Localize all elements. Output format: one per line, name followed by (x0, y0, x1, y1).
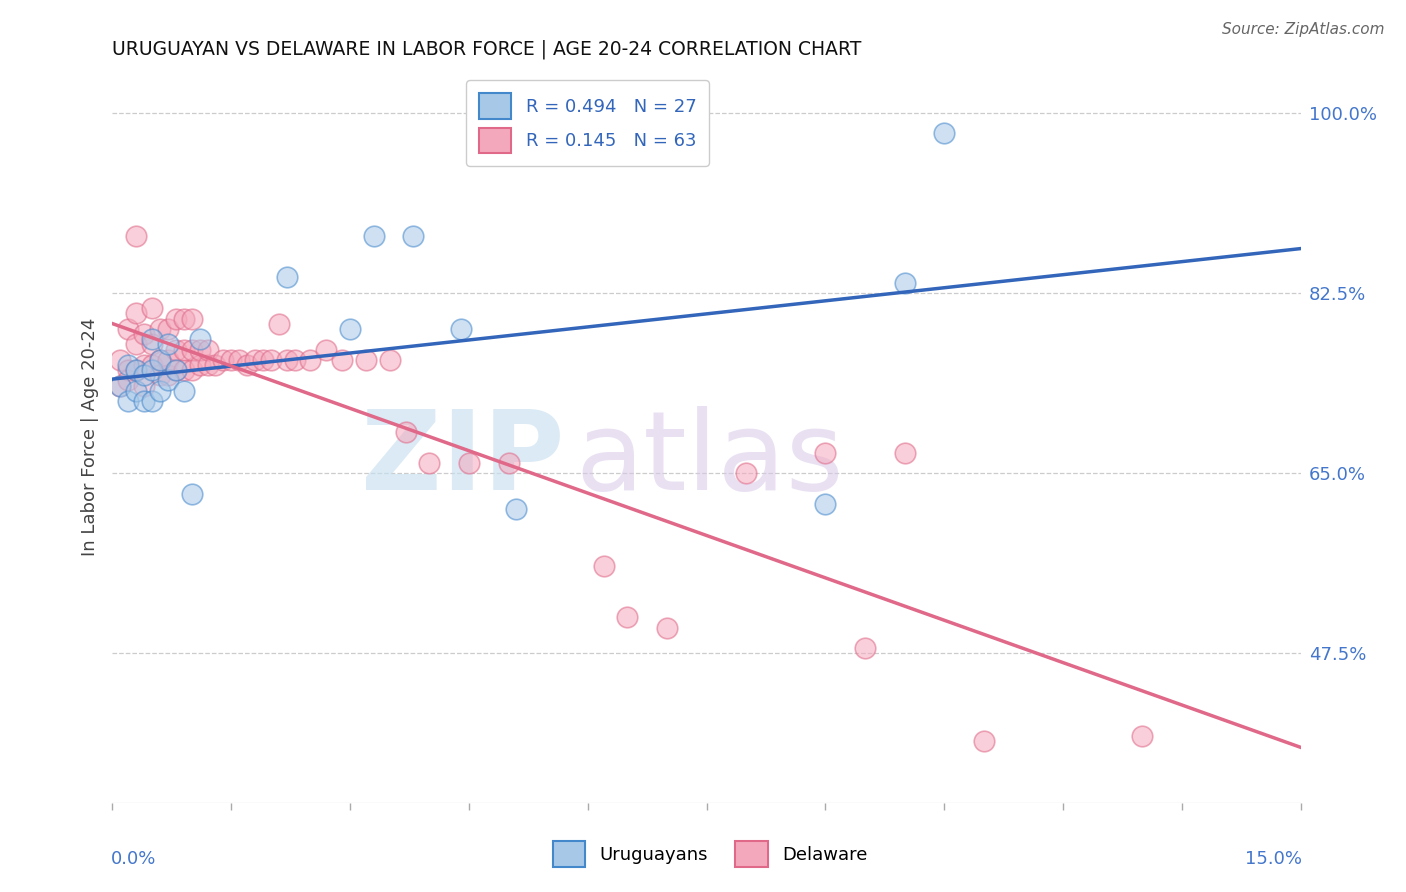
Point (339, 322, 361, 336)
Point (156, 337, 179, 351)
Point (141, 358, 163, 372)
Text: URUGUAYAN VS DELAWARE IN LABOR FORCE | AGE 20-24 CORRELATION CHART: URUGUAYAN VS DELAWARE IN LABOR FORCE | A… (112, 39, 862, 59)
Point (165, 311, 187, 326)
Point (315, 343, 337, 357)
Point (117, 394, 139, 409)
Point (973, 734, 995, 748)
Point (592, 558, 614, 573)
Point (197, 358, 219, 372)
Point (188, 358, 211, 372)
Point (180, 311, 202, 326)
Text: atlas: atlas (576, 406, 845, 513)
Text: 15.0%: 15.0% (1244, 850, 1302, 868)
Point (236, 358, 259, 372)
Point (125, 363, 148, 377)
Point (284, 352, 307, 367)
Point (814, 497, 837, 511)
Point (134, 378, 156, 392)
Point (173, 363, 195, 377)
Text: ZIP: ZIP (360, 406, 564, 513)
Point (1130, 729, 1153, 743)
Point (505, 502, 527, 516)
Point (117, 322, 139, 336)
Point (458, 456, 481, 470)
Point (299, 352, 322, 367)
Point (180, 487, 202, 501)
Point (180, 343, 202, 357)
Point (141, 363, 163, 377)
Legend: R = 0.494   N = 27, R = 0.145   N = 63: R = 0.494 N = 27, R = 0.145 N = 63 (465, 80, 709, 166)
Point (260, 352, 283, 367)
Text: Source: ZipAtlas.com: Source: ZipAtlas.com (1222, 22, 1385, 37)
Point (378, 352, 401, 367)
Point (165, 363, 187, 377)
Point (141, 394, 163, 409)
Point (156, 352, 179, 367)
Point (893, 276, 915, 290)
Point (117, 373, 139, 387)
Point (173, 311, 195, 326)
Point (141, 337, 163, 351)
Point (134, 394, 156, 409)
Point (330, 352, 353, 367)
Point (934, 126, 956, 140)
Point (165, 363, 187, 377)
Point (134, 368, 156, 383)
Point (149, 368, 172, 383)
Point (125, 363, 148, 377)
Point (149, 384, 172, 398)
Point (173, 343, 195, 357)
Point (149, 352, 172, 367)
Point (125, 337, 148, 351)
Point (156, 368, 179, 383)
Point (149, 352, 172, 367)
Point (354, 352, 377, 367)
Point (141, 301, 163, 316)
Point (165, 343, 187, 357)
Point (204, 358, 226, 372)
Point (252, 352, 274, 367)
Point (188, 343, 211, 357)
Point (853, 641, 876, 656)
Point (450, 322, 472, 336)
Point (616, 610, 638, 624)
Y-axis label: In Labor Force | Age 20-24: In Labor Force | Age 20-24 (80, 318, 98, 557)
Point (188, 332, 211, 346)
Point (498, 456, 520, 470)
Point (267, 317, 290, 331)
Point (814, 445, 837, 459)
Point (141, 332, 163, 346)
Point (134, 358, 156, 372)
Point (228, 352, 250, 367)
Point (276, 270, 298, 285)
Legend: Uruguayans, Delaware: Uruguayans, Delaware (546, 834, 875, 874)
Point (125, 384, 148, 398)
Point (110, 352, 132, 367)
Point (173, 384, 195, 398)
Point (125, 306, 148, 320)
Point (212, 352, 235, 367)
Point (156, 373, 179, 387)
Point (276, 352, 298, 367)
Point (418, 456, 440, 470)
Point (134, 327, 156, 342)
Point (893, 445, 915, 459)
Text: 0.0%: 0.0% (111, 850, 156, 868)
Point (117, 363, 139, 377)
Point (117, 358, 139, 372)
Point (735, 466, 758, 480)
Point (219, 352, 242, 367)
Point (197, 343, 219, 357)
Point (125, 229, 148, 244)
Point (110, 378, 132, 392)
Point (180, 363, 202, 377)
Point (363, 229, 385, 244)
Point (110, 378, 132, 392)
Point (156, 322, 179, 336)
Point (394, 425, 416, 439)
Point (149, 322, 172, 336)
Point (655, 621, 678, 635)
Point (243, 352, 266, 367)
Point (402, 229, 425, 244)
